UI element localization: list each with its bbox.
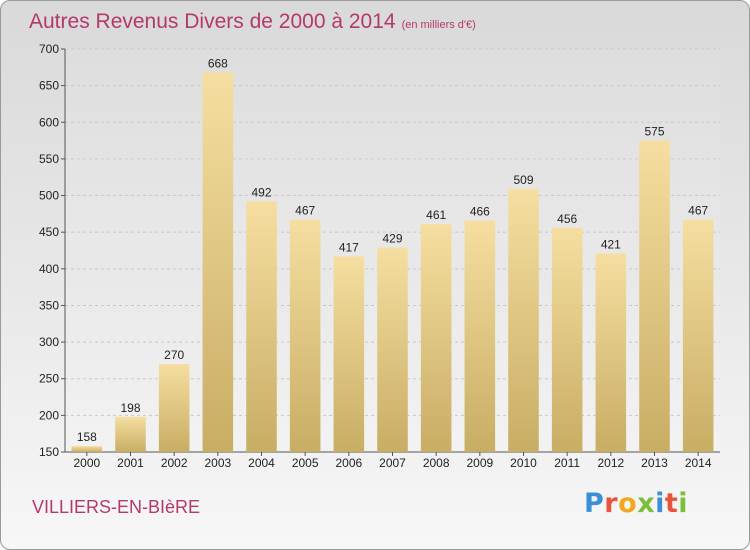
bar-value-label: 456	[557, 212, 577, 226]
y-tick-label: 450	[39, 225, 59, 239]
logo-letter: i	[655, 488, 665, 519]
bar	[595, 253, 627, 452]
bar	[246, 201, 277, 452]
bar	[158, 364, 190, 452]
x-tick-label: 2013	[641, 456, 668, 470]
y-tick-label: 400	[39, 262, 59, 276]
y-tick-label: 200	[39, 408, 59, 422]
logo-letter: r	[604, 488, 619, 519]
y-tick-label: 350	[39, 298, 59, 312]
bar-value-label: 461	[426, 208, 446, 222]
x-tick-label: 2008	[423, 456, 450, 470]
logo-letter: o	[618, 488, 638, 519]
commune-label: VILLIERS-EN-BIèRE	[32, 497, 201, 517]
x-tick-label: 2000	[73, 456, 100, 470]
x-tick-label: 2001	[117, 456, 144, 470]
bar	[71, 446, 103, 452]
y-tick-label: 150	[39, 445, 59, 459]
logo-letter: t	[664, 488, 679, 519]
bar	[333, 256, 365, 452]
bar-value-label: 668	[208, 56, 228, 70]
bar	[464, 220, 496, 452]
x-tick-label: 2004	[248, 456, 275, 470]
y-tick-label: 600	[39, 115, 59, 129]
chart-subtitle: (en milliers d'€)	[401, 19, 476, 31]
bar	[202, 72, 234, 453]
x-tick-label: 2007	[379, 456, 406, 470]
bar-value-label: 198	[120, 401, 140, 415]
x-tick-label: 2011	[554, 456, 580, 470]
chart-title: Autres Revenus Divers de 2000 à 2014 (en …	[29, 10, 476, 34]
x-tick-label: 2006	[335, 456, 362, 470]
x-tick-label: 2005	[292, 456, 319, 470]
bar	[377, 247, 408, 452]
bar-value-label: 466	[470, 204, 490, 218]
y-tick-label: 700	[39, 42, 59, 56]
x-tick-label: 2002	[161, 456, 188, 470]
x-tick-label: 2009	[466, 456, 493, 470]
chart-title-text: Autres Revenus Divers de 2000 à 2014	[29, 10, 396, 33]
y-tick-label: 550	[39, 152, 59, 166]
bar-value-label: 492	[251, 185, 271, 199]
x-tick-label: 2010	[510, 456, 537, 470]
bar	[639, 140, 670, 452]
y-tick-label: 650	[39, 79, 59, 93]
bar	[289, 219, 321, 452]
bar-value-label: 421	[601, 237, 621, 251]
bar-value-label: 509	[513, 173, 533, 187]
bar	[420, 224, 452, 452]
x-tick-label: 2003	[204, 456, 231, 470]
y-tick-label: 250	[39, 372, 59, 386]
logo-letter: x	[637, 488, 656, 519]
bar-value-label: 467	[688, 204, 708, 218]
logo-letter: P	[584, 488, 605, 519]
bar	[682, 219, 714, 452]
proxiti-logo: Proxiti	[584, 488, 688, 519]
bar-value-label: 417	[339, 240, 359, 254]
bar-value-label: 467	[295, 204, 315, 218]
bar-value-label: 429	[382, 232, 402, 246]
y-tick-label: 500	[39, 189, 59, 203]
bar	[551, 227, 583, 452]
bar	[115, 416, 146, 452]
bar-value-label: 158	[77, 430, 97, 444]
logo-letter: i	[678, 488, 689, 519]
bar-value-label: 270	[164, 348, 184, 362]
bar	[508, 188, 539, 452]
y-tick-label: 300	[39, 335, 59, 349]
x-tick-label: 2012	[597, 456, 624, 470]
x-tick-label: 2014	[685, 456, 712, 470]
bar-value-label: 575	[644, 125, 664, 139]
